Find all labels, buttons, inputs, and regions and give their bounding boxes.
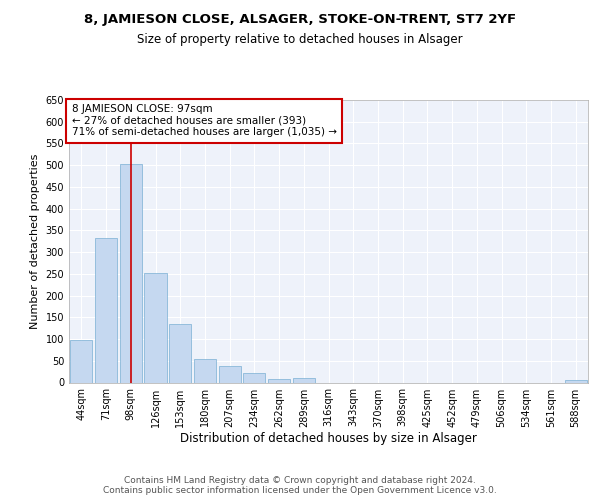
Text: 8, JAMIESON CLOSE, ALSAGER, STOKE-ON-TRENT, ST7 2YF: 8, JAMIESON CLOSE, ALSAGER, STOKE-ON-TRE… [84, 12, 516, 26]
Bar [293, 378, 315, 382]
Bar [268, 379, 290, 382]
Bar [565, 380, 587, 382]
Text: Contains HM Land Registry data © Crown copyright and database right 2024.
Contai: Contains HM Land Registry data © Crown c… [103, 476, 497, 495]
Bar [243, 372, 265, 382]
Text: Size of property relative to detached houses in Alsager: Size of property relative to detached ho… [137, 32, 463, 46]
Bar [145, 273, 167, 382]
Bar [194, 358, 216, 382]
X-axis label: Distribution of detached houses by size in Alsager: Distribution of detached houses by size … [180, 432, 477, 446]
Bar [119, 164, 142, 382]
Bar [218, 366, 241, 382]
Bar [95, 238, 117, 382]
Text: 8 JAMIESON CLOSE: 97sqm
← 27% of detached houses are smaller (393)
71% of semi-d: 8 JAMIESON CLOSE: 97sqm ← 27% of detache… [71, 104, 337, 138]
Y-axis label: Number of detached properties: Number of detached properties [30, 154, 40, 329]
Bar [169, 324, 191, 382]
Bar [70, 340, 92, 382]
